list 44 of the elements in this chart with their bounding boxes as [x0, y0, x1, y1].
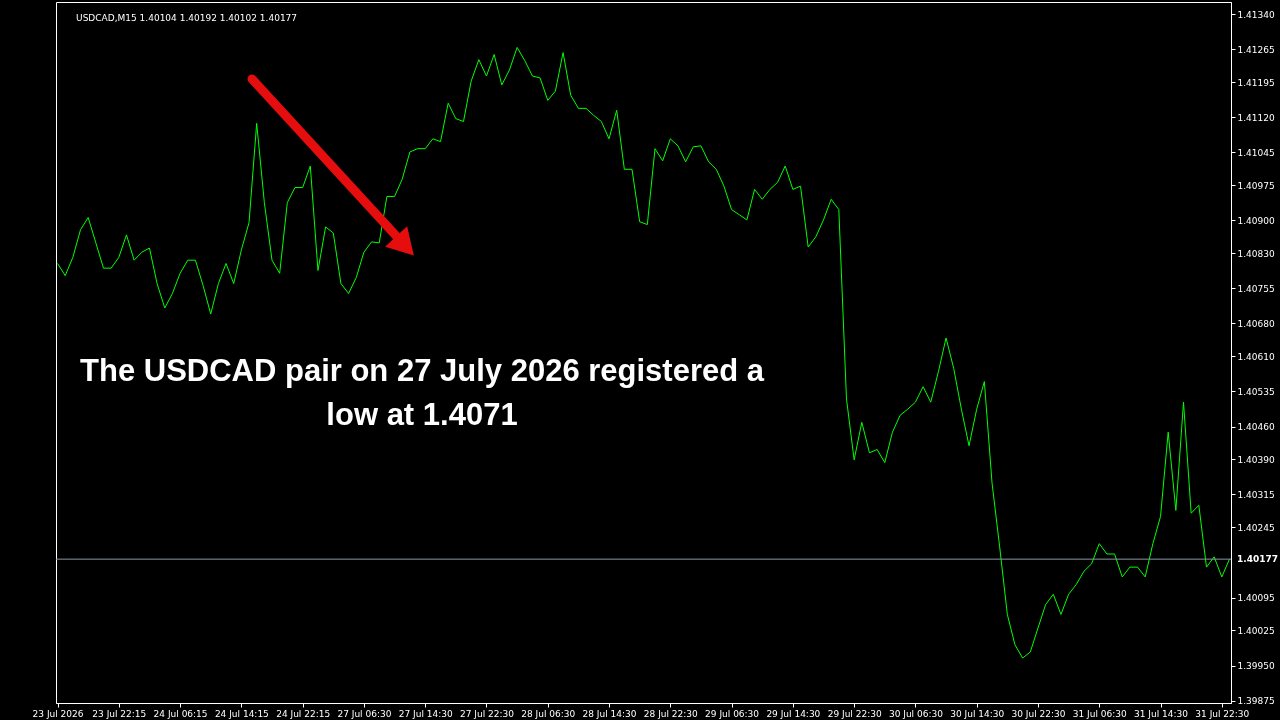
- y-tick-label: 1.39875: [1237, 696, 1275, 707]
- x-tick-label: 31 Jul 22:30: [1195, 708, 1250, 719]
- y-tick-label: 1.40900: [1237, 215, 1275, 226]
- x-tick-label: 31 Jul 14:30: [1134, 708, 1189, 719]
- x-tick-label: 27 Jul 22:30: [459, 708, 515, 719]
- y-tick-label: 1.40975: [1237, 180, 1275, 191]
- x-tick-label: 30 Jul 06:30: [888, 708, 944, 719]
- x-tick-label: 28 Jul 14:30: [582, 708, 637, 719]
- x-tick-label: 28 Jul 22:30: [643, 708, 699, 719]
- y-tick-label: 1.40680: [1237, 318, 1275, 329]
- x-tick-label: 30 Jul 22:30: [1011, 708, 1066, 719]
- x-tick-label: 24 Jul 06:15: [153, 708, 208, 719]
- x-tick-label: 27 Jul 06:30: [337, 708, 392, 719]
- y-tick-label: 1.40460: [1237, 422, 1275, 433]
- y-tick-label: 1.39950: [1237, 661, 1275, 672]
- x-tick-label: 27 Jul 14:30: [398, 708, 453, 719]
- y-tick-label: 1.40755: [1237, 283, 1275, 294]
- x-tick-label: 23 Jul 2026: [32, 708, 84, 719]
- x-tick-label: 28 Jul 06:30: [521, 708, 576, 719]
- y-tick-label: 1.40245: [1237, 522, 1275, 533]
- x-tick-label: 31 Jul 06:30: [1072, 708, 1127, 719]
- x-tick-label: 24 Jul 22:15: [276, 708, 331, 719]
- y-tick-label: 1.41195: [1237, 77, 1275, 88]
- text: USDCAD,M15 1.40104 1.40192 1.40102 1.40177: [76, 13, 298, 23]
- y-tick-label: 1.41045: [1237, 147, 1275, 158]
- y-tick-label: 1.41265: [1237, 44, 1275, 55]
- y-tick-label: 1.41340: [1237, 9, 1275, 20]
- y-tick-label: 1.40095: [1237, 593, 1275, 604]
- y-tick-label: 1.40535: [1237, 386, 1275, 397]
- x-tick-label: 30 Jul 14:30: [950, 708, 1005, 719]
- y-tick-label: 1.40390: [1237, 454, 1275, 465]
- y-tick-label: 1.40315: [1237, 489, 1275, 500]
- annotation: The USDCAD pair on 27 July 2026 registered a low at 1.4071: [80, 353, 765, 432]
- y-tick-label: 1.40830: [1237, 248, 1275, 259]
- y-tick-label: 1.40610: [1237, 351, 1275, 362]
- x-tick-label: 24 Jul 14:15: [214, 708, 269, 719]
- x-tick-label: 23 Jul 22:15: [92, 708, 147, 719]
- y-tick-label: 1.41120: [1237, 112, 1275, 123]
- x-tick-label: 29 Jul 06:30: [705, 708, 760, 719]
- x-tick-label: 29 Jul 14:30: [766, 708, 821, 719]
- x-tick-label: 29 Jul 22:30: [827, 708, 882, 719]
- y-tick-label: 1.40025: [1237, 625, 1275, 636]
- line-series: [57, 46, 1230, 659]
- ref-line-label: 1.40177: [1237, 554, 1278, 565]
